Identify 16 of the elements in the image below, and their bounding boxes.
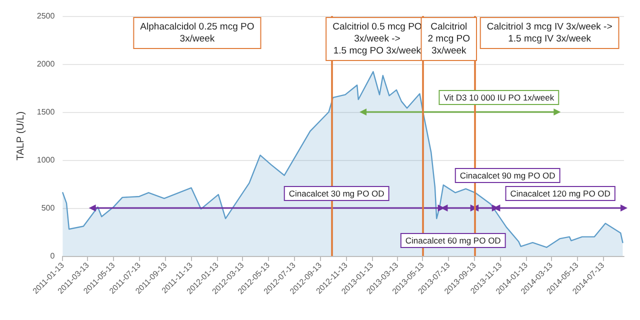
y-tick-label: 1000 — [36, 156, 56, 164]
y-tick-label: 2500 — [36, 12, 56, 20]
y-tick-label: 1500 — [36, 108, 56, 116]
y-tick-label: 2000 — [36, 60, 56, 68]
text: Cinacalcet 90 mg PO OD — [460, 170, 556, 180]
y-tick-label: 0 — [50, 252, 56, 260]
series-label: Cinacalcet 30 mg PO OD — [288, 188, 384, 198]
text: Cinacalcet 60 mg PO OD — [405, 236, 501, 246]
y-tick-label: 500 — [41, 204, 56, 212]
annotation: Calcitriol 0.5 mcg PO 3x/week -> 1.5 mcg PO 3x/week — [332, 22, 422, 56]
y-axis-title: TALP (U/L) — [16, 111, 26, 161]
series-label: Cinacalcet 120 mg PO OD — [510, 188, 610, 198]
series-label: Vit D3 10 000 IU PO 1x/week — [444, 92, 555, 102]
annotation: Calcitriol 3 mcg IV 3x/week -> 1.5 mcg IV 3x/week — [486, 22, 613, 44]
annotation: Calcitriol 2 mcg PO 3x/week — [428, 22, 470, 56]
annotation: Alphacalcidol 0.25 mcg PO 3x/week — [140, 22, 254, 44]
